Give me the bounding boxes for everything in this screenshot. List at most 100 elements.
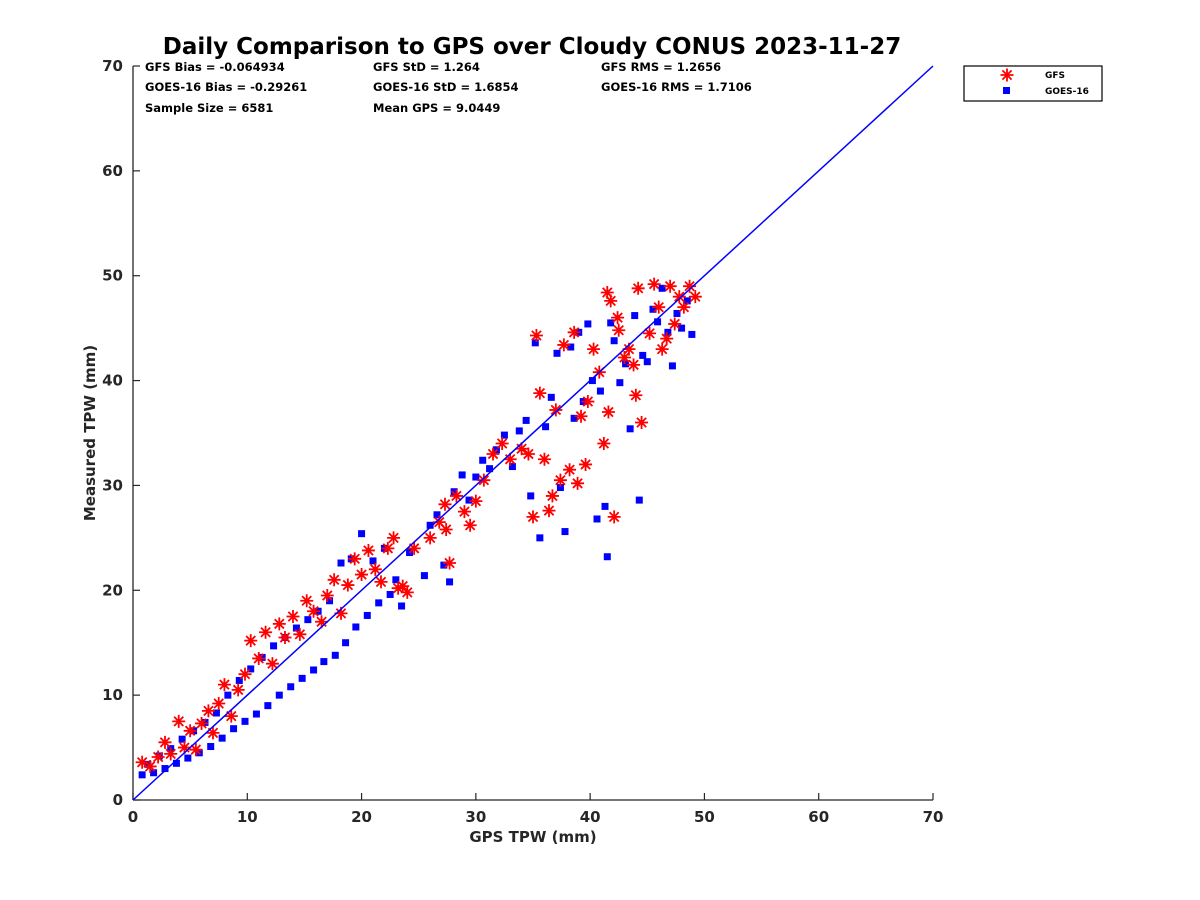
stat-text: Mean GPS = 9.0449 (373, 101, 500, 115)
stat-text: GOES-16 Bias = -0.29261 (145, 80, 307, 94)
gfs-point (549, 403, 563, 417)
x-tick-label: 10 (237, 808, 258, 826)
gfs-point (217, 678, 231, 692)
goes-16-point (603, 553, 611, 561)
gfs-point (341, 578, 355, 592)
goes-16-point (150, 769, 158, 777)
goes-16-point (673, 309, 681, 317)
goes-16-point (252, 710, 260, 718)
goes-16-point (184, 754, 192, 762)
goes-16-point (440, 561, 448, 569)
goes-16-point (536, 534, 544, 542)
y-axis-label: Measured TPW (mm) (81, 345, 99, 521)
plot-area: 0 10 20 30 40 50 60 70 0 10 20 30 40 50 60 70 GFS Bias … (102, 57, 943, 826)
y-tick-label: 20 (102, 581, 123, 599)
goes-16-point (561, 528, 569, 536)
y-tick-label: 40 (102, 372, 123, 390)
gfs-point (660, 332, 674, 346)
goes-16-point (446, 578, 454, 586)
gfs-point (521, 447, 535, 461)
legend-gfs-asterisk (1000, 68, 1014, 82)
gfs-point (688, 290, 702, 304)
gfs-point (348, 552, 362, 566)
gfs-point (396, 579, 410, 593)
gfs-point (611, 311, 625, 325)
gfs-point (553, 473, 567, 487)
goes-16-point (522, 416, 530, 424)
gfs-point (495, 436, 509, 450)
y-tick-label: 0 (113, 791, 123, 809)
gfs-point (387, 531, 401, 545)
goes-16-point (298, 674, 306, 682)
gfs-point (368, 562, 382, 576)
gfs-point (320, 589, 334, 603)
goes-16-point (342, 639, 350, 647)
goes-16-point (363, 611, 371, 619)
goes-16-point (264, 702, 272, 710)
gfs-point (307, 604, 321, 618)
gfs-point (172, 714, 186, 728)
gfs-point (463, 518, 477, 532)
legend-goes-16-marker-square (1003, 87, 1010, 94)
goes-16-point (622, 360, 630, 368)
goes-16-point (258, 653, 266, 661)
stat-text: Sample Size = 6581 (145, 101, 273, 115)
goes-16-point (664, 328, 672, 336)
stat-text: GOES-16 StD = 1.6854 (373, 80, 518, 94)
gfs-point (581, 395, 595, 409)
gfs-point (381, 541, 395, 555)
legend-label-gfs: GFS (1045, 71, 1065, 81)
goes-16-point (596, 387, 604, 395)
gfs-point (574, 409, 588, 423)
legend-box (963, 65, 1103, 102)
gfs-point (503, 452, 517, 466)
gfs-point (391, 581, 405, 595)
gfs-point (677, 300, 691, 314)
gfs-point (244, 634, 258, 648)
goes-16-point (635, 496, 643, 504)
goes-16-point (386, 590, 394, 598)
gfs-point (135, 755, 149, 769)
gfs-point (629, 388, 643, 402)
goes-16-point (247, 665, 255, 673)
gfs-point (300, 594, 314, 608)
gfs-point (635, 416, 649, 430)
gfs-point (631, 281, 645, 295)
axis-ticks: 0 10 20 30 40 50 60 70 0 10 20 30 40 50 60 70 (102, 57, 943, 826)
gfs-point (177, 741, 191, 755)
goes-16-point (358, 530, 366, 538)
goes-16-point (643, 358, 651, 366)
goes-16-point (593, 515, 601, 523)
gfs-point (567, 325, 581, 339)
goes-16-point (654, 318, 662, 326)
goes-16-point (352, 623, 360, 631)
goes-16-point (398, 602, 406, 610)
gfs-point (400, 585, 414, 599)
gfs-point (206, 726, 220, 740)
gfs-point (315, 615, 329, 629)
goes-16-point (310, 666, 318, 674)
gfs-point (224, 709, 238, 723)
goes-16-point (683, 297, 691, 305)
y-tick-label: 60 (102, 162, 123, 180)
gfs-point (361, 543, 375, 557)
goes-16-point (553, 349, 561, 357)
x-tick-label: 30 (465, 808, 486, 826)
goes-16-point (304, 616, 312, 624)
goes-16-point (584, 320, 592, 328)
gfs-point (469, 494, 483, 508)
legend-label-goes-16: GOES-16 (1045, 87, 1089, 97)
goes-16-point (678, 324, 686, 332)
gfs-point (293, 627, 307, 641)
goes-16-point (426, 521, 434, 529)
gfs-point (334, 606, 348, 620)
gfs-point (597, 436, 611, 450)
goes-16-point (172, 759, 180, 767)
goes-16-point (556, 484, 564, 492)
goes-16-point (458, 471, 466, 479)
y-tick-label: 30 (102, 476, 123, 494)
y-tick-label: 70 (102, 57, 123, 75)
goes-16-point (570, 414, 578, 422)
goes-16-point (486, 465, 494, 473)
series-gfs (135, 277, 702, 773)
